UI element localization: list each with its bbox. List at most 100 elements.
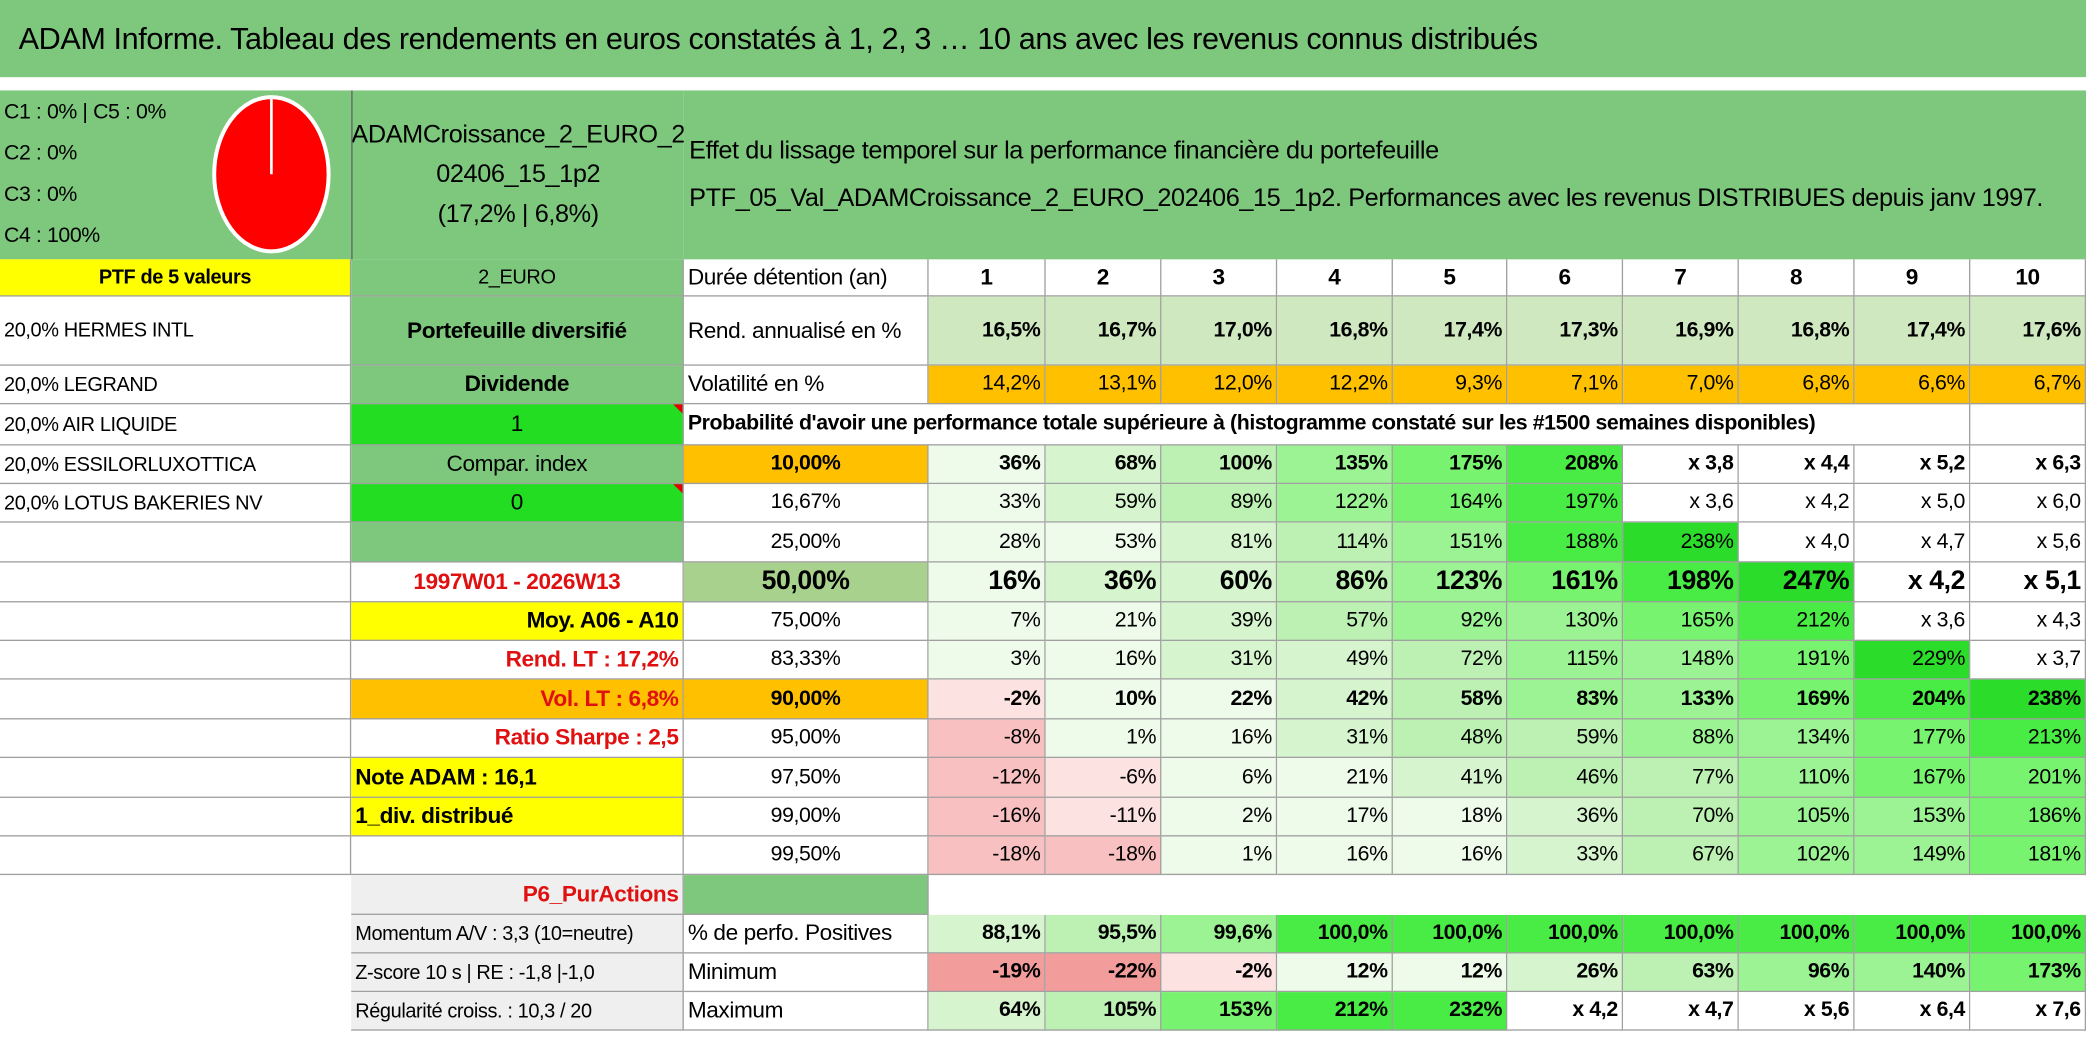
holding: 20,0% HERMES INTL: [0, 296, 352, 366]
probability-cell: 83%: [1507, 679, 1624, 720]
summary-cell: x 7,6: [1970, 992, 2086, 1031]
probability-cell: 59%: [1507, 719, 1624, 759]
allocation: C4 : 100%: [3, 224, 100, 248]
probability-cell: 7%: [928, 602, 1046, 642]
cell: [351, 836, 684, 876]
title: ADAM Informe. Tableau des rendements en …: [0, 0, 2086, 78]
stat: Rend. LT : 17,2%: [351, 641, 684, 680]
metric-cell: 16,8%: [1738, 296, 1855, 366]
probability-cell: 201%: [1970, 758, 2086, 798]
probability-cell: 16%: [928, 562, 1046, 603]
probability-cell: 33%: [1507, 836, 1624, 876]
threshold: 25,00%: [683, 522, 929, 563]
indicator: Régularité croiss. : 10,3 / 20: [351, 992, 684, 1031]
probability-cell: x 4,4: [1738, 445, 1855, 485]
cell: [0, 522, 352, 563]
metric-cell: 12,0%: [1161, 365, 1278, 405]
probability-cell: x 4,3: [1970, 602, 2086, 642]
probability-cell: 161%: [1507, 562, 1624, 603]
probability-cell: 18%: [1392, 797, 1508, 837]
probability-cell: 72%: [1392, 641, 1508, 680]
cell: [0, 992, 351, 1031]
cell: [0, 915, 351, 954]
probability-cell: 88%: [1623, 719, 1739, 759]
probability-cell: 77%: [1623, 758, 1739, 798]
probability-cell: 31%: [1277, 719, 1393, 759]
tag: Compar. index: [351, 445, 684, 485]
cell: [0, 679, 352, 720]
probability-cell: 42%: [1277, 679, 1393, 720]
probability-cell: 114%: [1277, 522, 1393, 563]
probability-cell: 135%: [1277, 445, 1393, 485]
metric-cell: 16,7%: [1045, 296, 1162, 366]
stat: Vol. LT : 6,8%: [351, 679, 684, 720]
summary-cell: 100,0%: [1507, 914, 1624, 954]
threshold: 16,67%: [683, 484, 929, 523]
probability-cell: x 4,2: [1738, 484, 1855, 523]
probability-cell: 36%: [1045, 562, 1162, 603]
probability-cell: 92%: [1392, 602, 1508, 642]
probability-cell: 36%: [1507, 797, 1624, 837]
probability-cell: 49%: [1277, 641, 1393, 680]
probability-cell: 21%: [1277, 758, 1393, 798]
fund-name: ADAMCroissance_2_EURO_2: [351, 120, 684, 149]
threshold: 97,50%: [683, 758, 929, 798]
summary-cell: 153%: [1161, 992, 1278, 1031]
summary-cell: 99,6%: [1161, 914, 1278, 954]
probability-cell: -2%: [928, 679, 1046, 720]
threshold: 10,00%: [683, 445, 929, 485]
fund-summary: (17,2% | 6,8%): [437, 200, 600, 229]
probability-cell: 53%: [1045, 522, 1162, 563]
summary-cell: 100,0%: [1854, 914, 1971, 954]
summary-cell: 100,0%: [1277, 914, 1393, 954]
probability-cell: 68%: [1045, 445, 1162, 485]
probability-cell: 188%: [1507, 522, 1624, 563]
row-label: % de perfo. Positives: [683, 914, 929, 954]
probability-cell: 191%: [1738, 641, 1855, 680]
summary-cell: 140%: [1854, 953, 1971, 993]
probability-cell: x 5,6: [1970, 522, 2086, 563]
probability-cell: 1%: [1161, 836, 1278, 876]
probability-cell: x 5,1: [1970, 562, 2086, 603]
metric-cell: 13,1%: [1045, 365, 1162, 405]
summary-cell: 63%: [1623, 953, 1739, 993]
metric-cell: 7,1%: [1507, 365, 1624, 405]
holding: 20,0% AIR LIQUIDE: [0, 404, 352, 446]
stat: 1_div. distribué: [351, 797, 684, 837]
metric-cell: 6,8%: [1738, 365, 1855, 405]
probability-cell: 60%: [1161, 562, 1278, 603]
probability-cell: -8%: [928, 719, 1046, 759]
probability-cell: 89%: [1161, 484, 1278, 523]
metric-cell: 6,7%: [1970, 365, 2086, 405]
probability-cell: 39%: [1161, 602, 1278, 642]
summary-cell: x 5,6: [1738, 992, 1855, 1031]
allocation: C2 : 0%: [3, 142, 77, 165]
fund-panel: ADAMCroissance_2_EURO_2 02406_15_1p2 (17…: [351, 90, 684, 260]
probability-cell: 134%: [1738, 719, 1855, 759]
cell: [0, 641, 352, 680]
summary-cell: 12%: [1277, 953, 1393, 993]
probability-cell: 16%: [1392, 836, 1508, 876]
probability-cell: 33%: [928, 484, 1046, 523]
cell: [0, 954, 351, 993]
probability-cell: 213%: [1970, 719, 2086, 759]
metric-cell: 6,6%: [1854, 365, 1971, 405]
probability-cell: 16%: [1045, 641, 1162, 680]
summary-cell: x 4,2: [1507, 992, 1624, 1031]
probability-cell: -12%: [928, 758, 1046, 798]
probability-cell: 28%: [928, 522, 1046, 563]
probability-cell: 186%: [1970, 797, 2086, 837]
probability-cell: 81%: [1161, 522, 1278, 563]
probability-cell: 6%: [1161, 758, 1278, 798]
metric-cell: 17,3%: [1507, 296, 1624, 366]
probability-cell: x 5,2: [1854, 445, 1971, 485]
probability-cell: 70%: [1623, 797, 1739, 837]
probability-cell: 22%: [1161, 679, 1278, 720]
year: 2: [1045, 259, 1162, 297]
cell: [0, 719, 352, 759]
probability-cell: 36%: [928, 445, 1046, 485]
probability-cell: 208%: [1507, 445, 1624, 485]
